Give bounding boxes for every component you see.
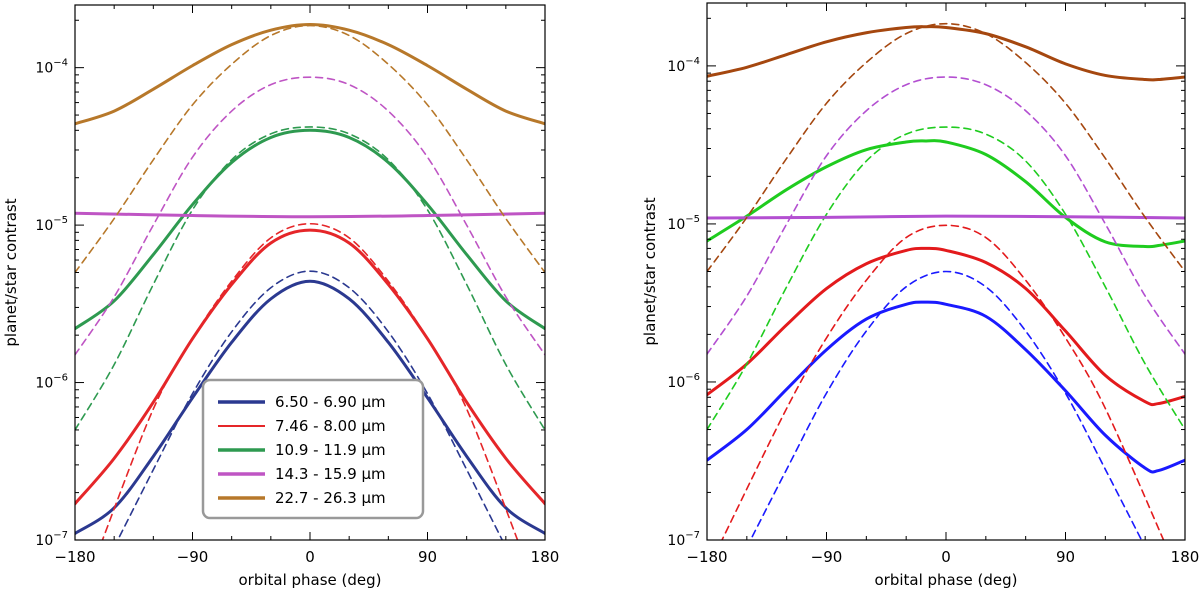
right-panel: −180 −90 0 90 180 10−7 10−6 10−5 10−4 orbital pha… bbox=[641, 2, 1200, 589]
series-line-dashed bbox=[707, 22, 1185, 273]
y-tick-label: 10−7 bbox=[667, 530, 700, 549]
series-line-solid bbox=[75, 22, 545, 126]
x-axis-label: orbital phase (deg) bbox=[238, 571, 381, 589]
x-tick-label: 180 bbox=[1171, 548, 1200, 566]
y-tick-label: 10−7 bbox=[35, 530, 68, 549]
series-line-dashed bbox=[75, 76, 545, 356]
series-line-dashed bbox=[101, 222, 519, 540]
series-line-solid bbox=[707, 139, 1185, 249]
series-line-dashed bbox=[75, 24, 545, 274]
series-line-solid bbox=[75, 228, 545, 506]
x-tick-label: 90 bbox=[418, 548, 437, 566]
x-tick-label: −180 bbox=[686, 548, 727, 566]
y-tick-label: 10−5 bbox=[667, 214, 700, 233]
series-line-solid bbox=[75, 211, 545, 219]
y-axis-label: planet/star contrast bbox=[2, 198, 20, 346]
legend-label: 7.46 - 8.00 µm bbox=[275, 417, 386, 435]
y-tick-label: 10−6 bbox=[35, 373, 68, 392]
x-tick-label: 0 bbox=[941, 548, 951, 566]
series-line-dashed bbox=[707, 126, 1185, 431]
series-line-solid bbox=[707, 25, 1185, 82]
x-tick-label: −90 bbox=[811, 548, 843, 566]
x-axis-label: orbital phase (deg) bbox=[874, 571, 1017, 589]
x-tick-label: −90 bbox=[177, 548, 209, 566]
series-line-dashed bbox=[116, 270, 504, 540]
x-tick-label: −180 bbox=[54, 548, 95, 566]
y-tick-label: 10−4 bbox=[35, 58, 68, 77]
series-line-dashed bbox=[75, 126, 545, 431]
series-line-solid bbox=[75, 279, 545, 535]
series-group bbox=[707, 22, 1185, 540]
y-tick-label: 10−6 bbox=[667, 372, 700, 391]
y-axis-label: planet/star contrast bbox=[641, 197, 659, 345]
x-tick-label: 180 bbox=[531, 548, 560, 566]
legend-box bbox=[201, 378, 425, 520]
series-line-solid bbox=[707, 214, 1185, 220]
series-group bbox=[75, 22, 545, 540]
legend: 6.50 - 6.90 µm 7.46 - 8.00 µm 10.9 - 11.9 … bbox=[201, 378, 425, 520]
series-line-solid bbox=[707, 300, 1185, 474]
left-panel: −180 −90 0 90 180 10−7 10−6 10−5 10−4 orbital pha… bbox=[2, 4, 560, 589]
legend-label: 22.7 - 26.3 µm bbox=[275, 489, 386, 507]
x-tick-label: 0 bbox=[305, 548, 315, 566]
series-line-solid bbox=[75, 128, 545, 331]
series-line-dashed bbox=[707, 76, 1185, 355]
legend-label: 10.9 - 11.9 µm bbox=[275, 441, 386, 459]
legend-label: 6.50 - 6.90 µm bbox=[275, 393, 386, 411]
y-tick-label: 10−4 bbox=[667, 56, 700, 75]
y-tick-label: 10−5 bbox=[35, 215, 68, 234]
legend-label: 14.3 - 15.9 µm bbox=[275, 465, 386, 483]
series-line-dashed bbox=[721, 224, 1165, 540]
x-tick-label: 90 bbox=[1056, 548, 1075, 566]
series-line-dashed bbox=[749, 270, 1143, 540]
series-line-solid bbox=[707, 246, 1185, 407]
